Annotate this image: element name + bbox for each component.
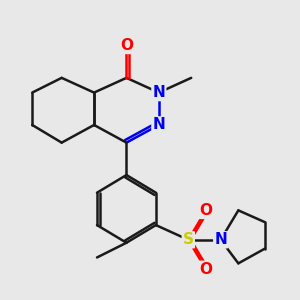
Text: S: S (183, 232, 194, 247)
Text: O: O (200, 262, 212, 277)
Text: N: N (152, 85, 165, 100)
Text: O: O (120, 38, 133, 53)
Text: N: N (152, 118, 165, 133)
Text: N: N (214, 232, 227, 247)
Text: O: O (200, 203, 212, 218)
